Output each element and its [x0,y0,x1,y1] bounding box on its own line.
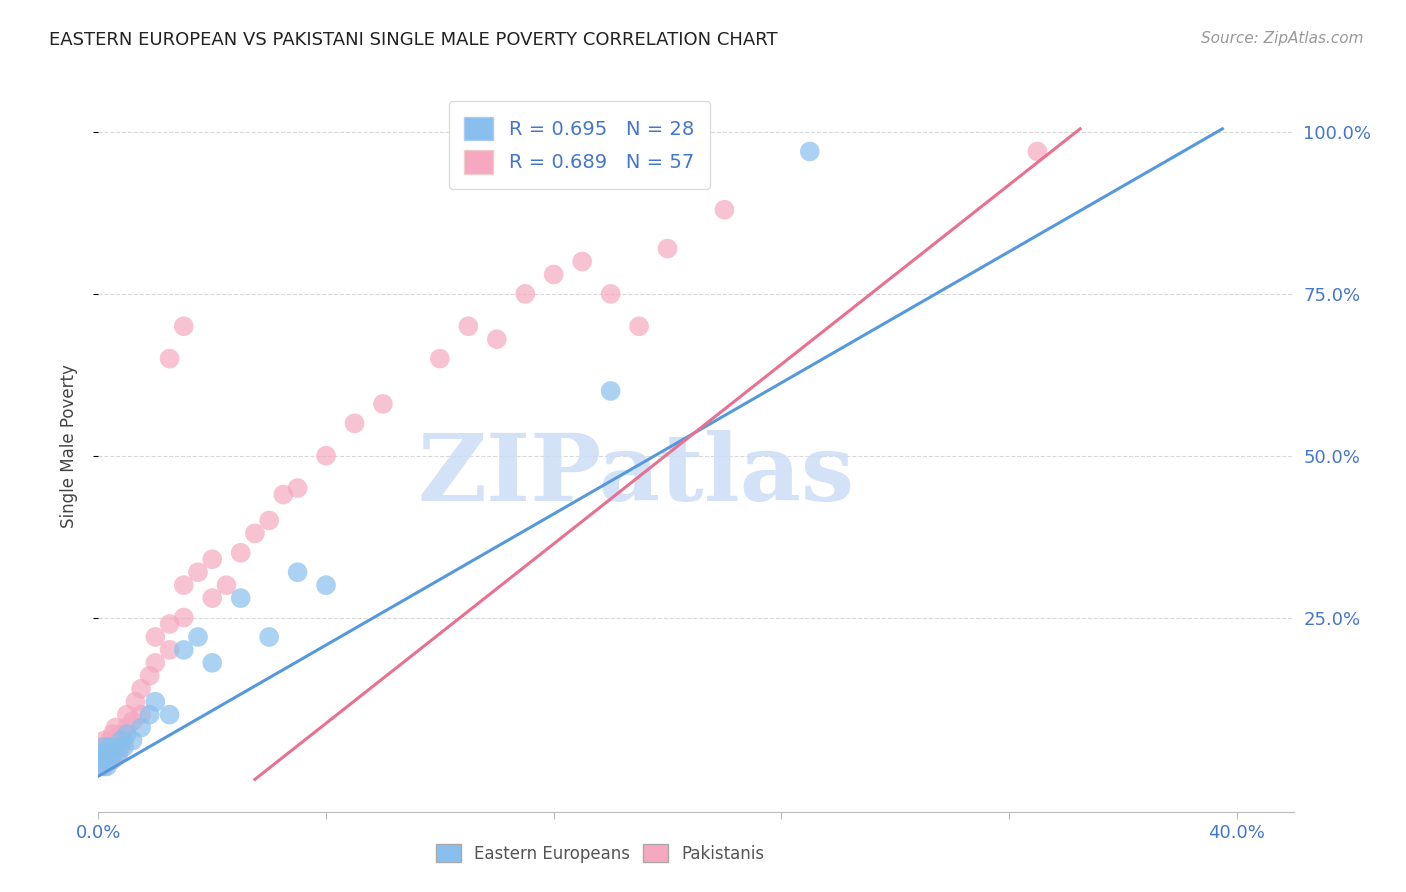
Point [201,552,224,566]
Point [90,747,112,761]
Point [96,753,118,767]
Point [143,656,166,670]
Y-axis label: Single Male Poverty: Single Male Poverty [59,364,77,528]
Point [107,747,129,761]
Point [371,397,394,411]
Point [93,739,115,754]
Point [104,739,127,754]
Point [485,332,508,346]
Point [107,747,129,761]
Point [159,617,181,632]
Point [1026,145,1049,159]
Legend: Eastern Europeans, Pakistanis: Eastern Europeans, Pakistanis [429,838,772,869]
Point [93,747,115,761]
Point [201,591,224,606]
Point [104,721,127,735]
Point [143,630,166,644]
Point [173,610,195,624]
Point [96,747,118,761]
Point [96,759,118,773]
Point [90,753,112,767]
Text: ZIPatlas: ZIPatlas [418,430,855,520]
Point [187,630,209,644]
Point [159,643,181,657]
Point [429,351,451,366]
Point [201,656,224,670]
Point [121,733,143,747]
Point [107,733,129,747]
Point [112,739,135,754]
Point [187,566,209,580]
Point [90,759,112,773]
Point [257,630,280,644]
Point [628,145,651,159]
Point [101,747,124,761]
Point [124,695,146,709]
Point [115,721,138,735]
Point [457,319,479,334]
Point [315,578,337,592]
Point [93,759,115,773]
Point [159,351,181,366]
Point [229,591,252,606]
Point [98,747,121,761]
Point [243,526,266,541]
Point [315,449,337,463]
Point [628,319,651,334]
Point [98,733,121,747]
Text: Source: ZipAtlas.com: Source: ZipAtlas.com [1201,31,1364,46]
Point [121,714,143,728]
Point [98,753,121,767]
Point [93,753,115,767]
Point [90,739,112,754]
Point [273,487,295,501]
Point [104,739,127,754]
Point [101,727,124,741]
Point [599,145,621,159]
Point [115,727,138,741]
Point [90,759,112,773]
Text: EASTERN EUROPEAN VS PAKISTANI SINGLE MALE POVERTY CORRELATION CHART: EASTERN EUROPEAN VS PAKISTANI SINGLE MAL… [49,31,778,49]
Point [229,546,252,560]
Point [257,513,280,527]
Point [159,707,181,722]
Point [110,739,132,754]
Point [599,384,621,398]
Point [343,417,366,431]
Point [129,721,152,735]
Point [215,578,238,592]
Point [287,481,309,495]
Point [101,753,124,767]
Point [129,707,152,722]
Point [173,578,195,592]
Point [799,145,821,159]
Point [93,733,115,747]
Point [173,643,195,657]
Point [138,669,160,683]
Point [96,739,118,754]
Point [657,242,679,256]
Point [571,254,593,268]
Point [713,202,735,217]
Point [110,733,132,747]
Point [571,145,593,159]
Point [98,739,121,754]
Point [129,681,152,696]
Point [515,286,537,301]
Point [112,733,135,747]
Point [138,707,160,722]
Point [628,145,651,159]
Point [115,707,138,722]
Point [543,268,565,282]
Point [110,727,132,741]
Point [143,695,166,709]
Point [287,566,309,580]
Point [571,145,593,159]
Point [173,319,195,334]
Point [599,286,621,301]
